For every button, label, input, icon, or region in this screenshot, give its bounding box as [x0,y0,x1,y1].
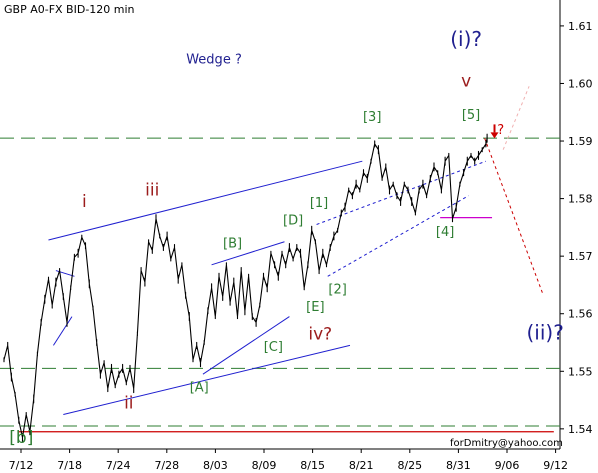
x-tick-label: 8/03 [203,459,228,472]
y-tick-label: 1.61 [568,20,593,33]
y-tick-label: 1.57 [568,250,593,263]
chart-title: GBP A0-FX BID-120 min [4,3,135,16]
y-tick-label: 1.58 [568,193,593,206]
wave-label: [2] [328,283,346,298]
x-tick-label: 8/21 [349,459,374,472]
wave-label: [A] [190,380,209,395]
wave-label: [b] [9,428,33,448]
dashed-trend-line [484,137,544,294]
wave-label: Wedge ? [186,52,242,67]
y-tick-label: 1.55 [568,365,593,378]
x-tick-label: 8/09 [252,459,277,472]
wave-label: [B] [223,237,242,252]
wave-label: i [82,192,87,212]
x-tick-label: 7/24 [106,459,131,472]
x-tick-label: 9/06 [495,459,520,472]
trend-line [202,316,290,375]
wave-label: [E] [306,300,324,315]
wave-label: iv? [308,325,332,345]
dashed-trend-line [316,160,487,225]
wave-label: [C] [264,340,283,355]
wave-label: v [461,71,471,91]
x-tick-label: 7/12 [9,459,34,472]
credit-text: forDmitry@yahoo.com [450,438,563,449]
trend-line [211,241,285,266]
wave-label: iii [145,181,159,201]
trend-line [48,160,363,241]
x-tick-label: 8/31 [446,459,471,472]
down-arrow-head [490,132,499,139]
wave-label: ? [497,123,504,138]
wave-label: (ii)? [527,321,564,345]
wave-label: [D] [283,214,303,229]
y-tick-label: 1.54 [568,423,593,436]
y-tick-label: 1.56 [568,308,593,321]
wave-label: [1] [310,196,328,211]
x-tick-label: 7/28 [154,459,179,472]
y-tick-label: 1.60 [568,77,593,90]
x-tick-label: 8/15 [300,459,325,472]
x-tick-label: 9/12 [543,459,568,472]
wave-label: [3] [363,110,381,125]
trend-line [63,344,351,415]
wave-label: [4] [436,225,454,240]
wave-label: [5] [462,108,480,123]
price-series-line [3,133,488,443]
x-tick-label: 7/18 [57,459,82,472]
wave-label: (i)? [450,27,482,51]
wave-label: ii [124,394,133,414]
trend-line [53,316,73,346]
x-tick-label: 8/25 [397,459,422,472]
y-tick-label: 1.59 [568,135,593,148]
